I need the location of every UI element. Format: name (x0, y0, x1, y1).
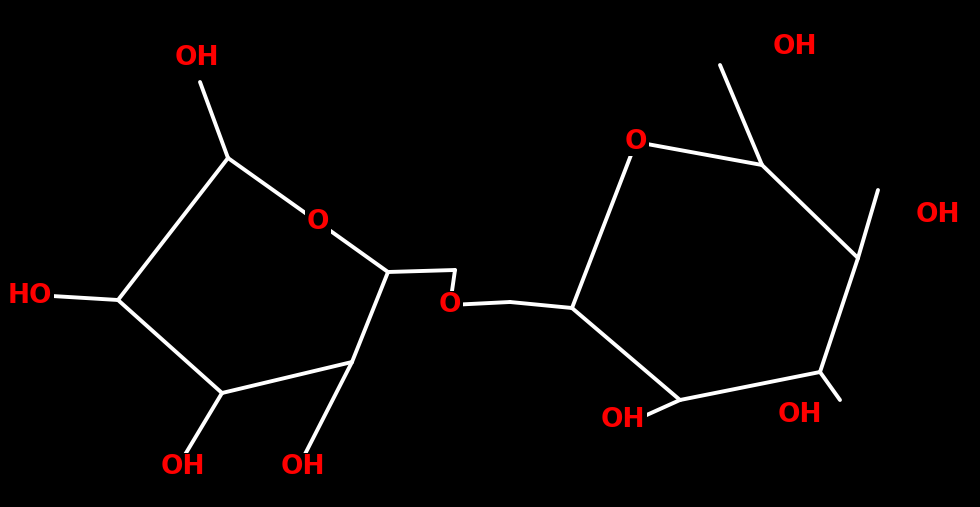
Text: OH: OH (174, 45, 220, 71)
Text: O: O (307, 209, 329, 235)
Text: OH: OH (601, 407, 645, 433)
Text: O: O (439, 292, 462, 318)
Text: OH: OH (778, 402, 822, 428)
Text: OH: OH (280, 454, 325, 480)
Text: OH: OH (915, 202, 960, 228)
Text: OH: OH (773, 34, 817, 60)
Text: HO: HO (8, 283, 52, 309)
Text: O: O (625, 129, 647, 155)
Text: OH: OH (161, 454, 205, 480)
